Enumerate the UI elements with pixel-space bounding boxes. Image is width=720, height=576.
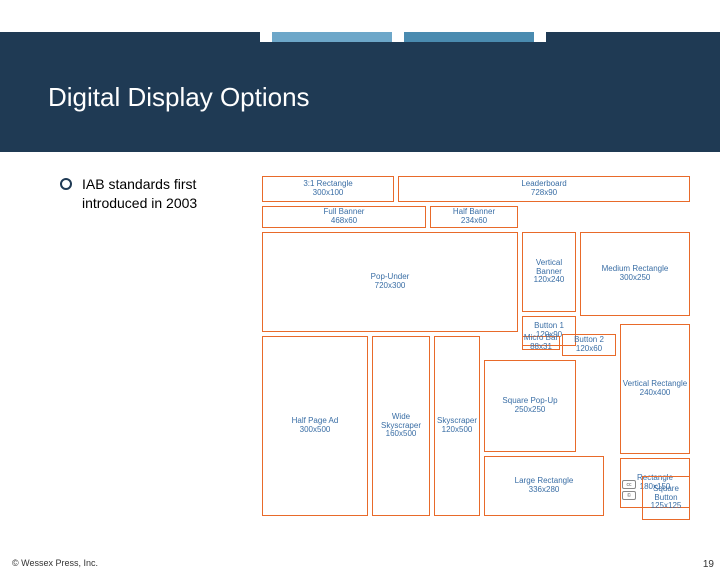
ad-unit-dimensions: 300x500 [300,426,331,435]
stripe-segment [392,32,404,42]
ad-unit-box: Half Banner234x60 [430,206,518,228]
ad-unit-dimensions: 160x500 [386,430,417,439]
page-number: 19 [703,559,714,570]
stripe-segment [546,32,720,42]
ad-size-diagram: 3:1 Rectangle300x100Leaderboard728x90 Ful… [262,172,692,542]
bullet-icon [60,178,72,190]
ad-unit-box: Square Pop-Up250x250 [484,360,576,452]
ad-unit-box: Vertical Rectangle240x400 [620,324,690,454]
ad-unit-box: Vertical Banner120x240 [522,232,576,312]
ad-unit-dimensions: 120x240 [534,276,565,285]
ad-unit-box: Wide Skyscraper160x500 [372,336,430,516]
ad-unit-name: Wide Skyscraper [373,413,429,431]
ad-unit-box: Button 2120x60 [562,334,616,356]
ad-unit-box: Pop-Under720x300 [262,232,518,332]
ad-unit-dimensions: 240x400 [640,389,671,398]
ad-unit-box: 3:1 Rectangle300x100 [262,176,394,202]
cc-badge: cc [622,480,636,489]
top-stripe [0,32,720,42]
stripe-segment [404,32,534,42]
ad-unit-box: Square Button125x125 [642,476,690,520]
cc-badge-group: cc © [622,480,636,500]
ad-unit-box: Large Rectangle336x280 [484,456,604,516]
stripe-segment [0,32,260,42]
stripe-segment [534,32,546,42]
ad-unit-dimensions: 250x250 [515,406,546,415]
stripe-segment [260,32,272,42]
stripe-segment [272,32,392,42]
ad-unit-box: Micro Bar88x31 [522,336,560,350]
ad-unit-dimensions: 336x280 [529,486,560,495]
ad-unit-dimensions: 120x500 [442,426,473,435]
header-block: Digital Display Options [0,42,720,152]
ad-unit-box: Full Banner468x60 [262,206,426,228]
ad-unit-dimensions: 728x90 [531,189,557,198]
page-title: Digital Display Options [48,82,310,113]
ad-unit-dimensions: 234x60 [461,217,487,226]
ad-unit-dimensions: 720x300 [375,282,406,291]
footer-copyright: © Wessex Press, Inc. [12,558,98,568]
ad-unit-dimensions: 120x60 [576,345,602,354]
ad-unit-box: Leaderboard728x90 [398,176,690,202]
ad-unit-box: Skyscraper120x500 [434,336,480,516]
ad-unit-box: Medium Rectangle300x250 [580,232,690,316]
ad-unit-box: Half Page Ad300x500 [262,336,368,516]
ad-unit-dimensions: 125x125 [651,502,682,511]
ad-unit-dimensions: 300x100 [313,189,344,198]
bullet-item: IAB standards first introduced in 2003 [60,175,250,213]
ad-unit-name: Vertical Banner [523,259,575,277]
ad-unit-dimensions: 468x60 [331,217,357,226]
ad-unit-dimensions: 88x31 [530,343,552,352]
bullet-text: IAB standards first introduced in 2003 [82,175,250,213]
ad-unit-dimensions: 300x250 [620,274,651,283]
cc-badge: © [622,491,636,500]
ad-unit-name: Square Button [643,485,689,503]
bullet-list: IAB standards first introduced in 2003 [60,175,250,213]
slide: Digital Display Options IAB standards fi… [0,0,720,576]
